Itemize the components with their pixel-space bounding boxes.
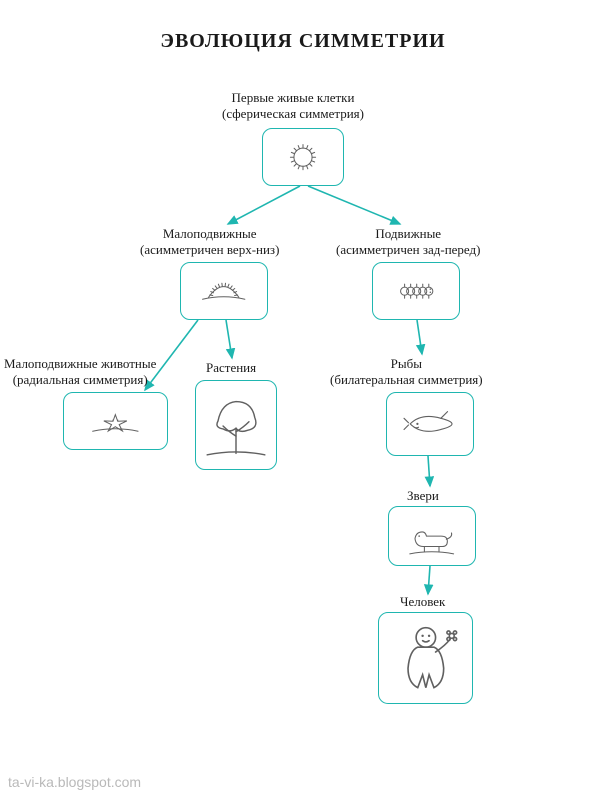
node-box-mobile bbox=[372, 262, 460, 320]
tree-sketch-icon bbox=[200, 385, 272, 464]
node-label-human: Человек bbox=[400, 594, 445, 610]
edge-fish-to-beasts bbox=[428, 456, 430, 486]
edge-slow-to-plants bbox=[226, 320, 232, 358]
beast-sketch-icon bbox=[393, 510, 470, 562]
node-box-cells bbox=[262, 128, 344, 186]
node-box-beasts bbox=[388, 506, 476, 566]
node-box-slow bbox=[180, 262, 268, 320]
node-label-radial: Малоподвижные животные (радиальная симме… bbox=[4, 356, 156, 389]
edge-cells-to-mobile bbox=[308, 186, 400, 224]
diagram-canvas: ЭВОЛЮЦИЯ СИММЕТРИИ Первые живые клетки (… bbox=[0, 0, 606, 800]
node-label-plants: Растения bbox=[206, 360, 256, 376]
edge-cells-to-slow bbox=[228, 186, 300, 224]
cell-sketch-icon bbox=[267, 132, 339, 182]
human-sketch-icon bbox=[384, 618, 468, 699]
starfish-sketch-icon bbox=[69, 396, 162, 446]
hemisphere-sketch-icon bbox=[185, 266, 262, 316]
edge-beasts-to-human bbox=[428, 566, 430, 594]
node-box-plants bbox=[195, 380, 277, 470]
node-label-slow: Малоподвижные (асимметричен верх-низ) bbox=[140, 226, 279, 259]
node-box-radial bbox=[63, 392, 168, 450]
edge-mobile-to-fish bbox=[417, 320, 422, 354]
node-label-mobile: Подвижные (асимметричен зад-перед) bbox=[336, 226, 480, 259]
node-box-fish bbox=[386, 392, 474, 456]
node-label-beasts: Звери bbox=[407, 488, 439, 504]
node-box-human bbox=[378, 612, 473, 704]
diagram-title: ЭВОЛЮЦИЯ СИММЕТРИИ bbox=[0, 30, 606, 53]
node-label-cells: Первые живые клетки (сферическая симметр… bbox=[222, 90, 364, 123]
fish-sketch-icon bbox=[391, 396, 468, 452]
source-watermark: ta-vi-ka.blogspot.com bbox=[8, 774, 141, 790]
caterpillar-sketch-icon bbox=[377, 266, 454, 316]
node-label-fish: Рыбы (билатеральная симметрия) bbox=[330, 356, 483, 389]
